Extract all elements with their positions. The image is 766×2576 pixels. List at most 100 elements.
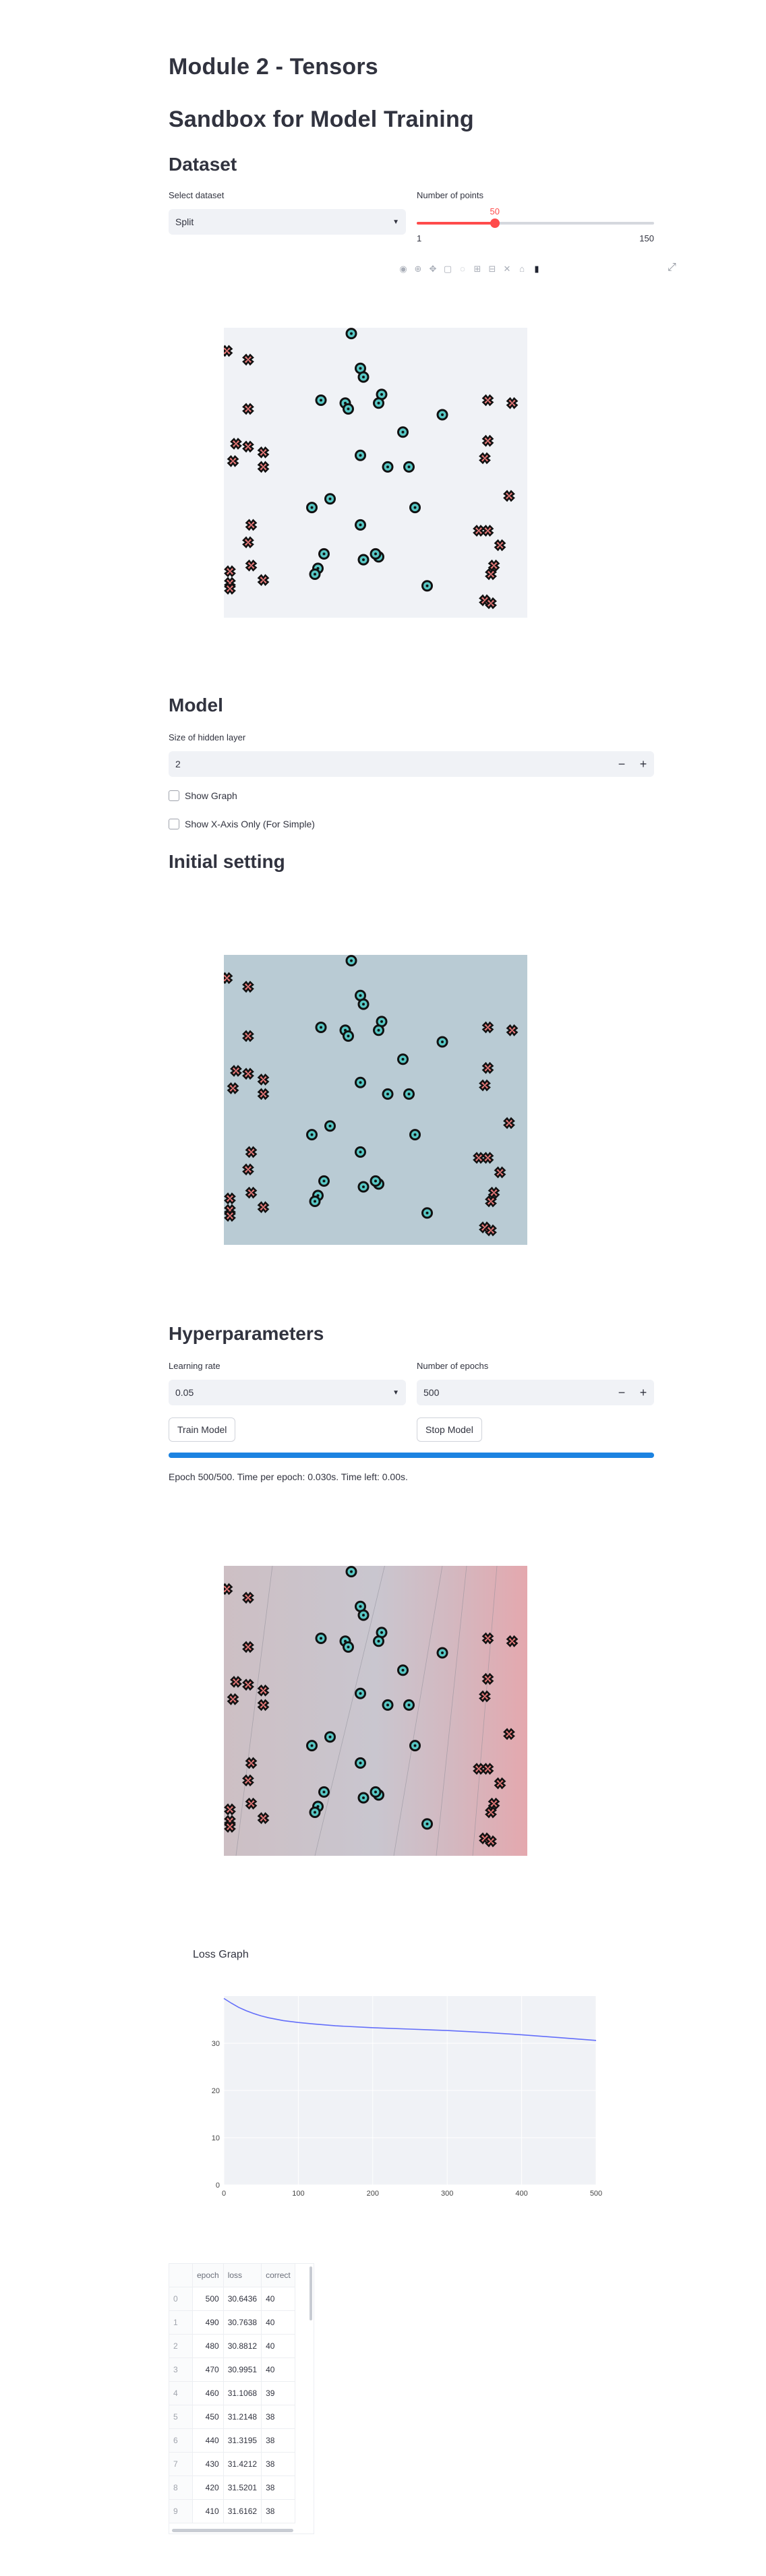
lasso-icon[interactable]: ◌ [460,264,465,274]
point-center [362,1614,365,1617]
class-0-point [479,1079,491,1092]
table-row[interactable]: 4 460 31.1068 39 [169,2381,295,2405]
loss-graph-title: Loss Graph [193,1949,249,1960]
autoscale-icon[interactable]: ✕ [503,264,511,274]
contour-line [314,1566,385,1856]
class-0-point [242,536,254,549]
contour-line [472,1566,498,1856]
class-0-point [245,559,258,572]
class-0-point [488,559,500,572]
class-0-point [481,1672,494,1685]
row-index: 9 [169,2499,193,2523]
class-0-point [506,1635,519,1647]
table-row[interactable]: 1 490 30.7638 40 [169,2310,295,2335]
camera-icon[interactable]: ◉ [399,264,407,274]
reset-axes-icon[interactable]: ⌂ [519,264,525,274]
zoom-out-icon[interactable]: ⊟ [488,264,496,274]
row-index: 2 [169,2334,193,2358]
learning-rate-select[interactable]: 0.05 ▼ [169,1380,406,1405]
table-row[interactable]: 2 480 30.8812 40 [169,2334,295,2358]
column-header-epoch[interactable]: epoch [192,2264,224,2287]
box-select-icon[interactable]: ▢ [443,264,452,274]
class-0-point [224,1210,236,1222]
class-0-point [224,583,236,595]
fullscreen-icon[interactable]: ⤢ [668,262,676,273]
cell-loss: 30.9951 [223,2358,262,2382]
class-0-point [494,1777,506,1790]
slider-thumb[interactable] [490,218,500,228]
epochs-input[interactable]: 500 − + [417,1380,654,1405]
epochs-decrement-button[interactable]: − [618,1385,626,1399]
pan-icon[interactable]: ✥ [429,264,437,274]
point-center [310,1744,314,1747]
hidden-layer-value: 2 [175,759,181,769]
point-center [401,1057,405,1061]
class-0-point [481,434,494,447]
table-row[interactable]: 7 430 31.4212 38 [169,2452,295,2476]
horizontal-scrollbar[interactable] [172,2529,293,2532]
class-0-point [242,1591,254,1604]
dataset-select[interactable]: Split ▼ [169,209,406,235]
column-header-correct[interactable]: correct [261,2264,295,2287]
training-log-table[interactable]: epoch loss correct 0 500 30.6436 40 1 490 30.763… [169,2263,314,2534]
hidden-layer-input[interactable]: 2 − + [169,751,654,777]
class-0-point [257,574,270,587]
class-0-point [242,1678,254,1691]
table-row[interactable]: 8 420 31.5201 38 [169,2476,295,2500]
trained-model-plot[interactable] [224,1566,527,1856]
epochs-increment-button[interactable]: + [639,1385,647,1399]
slider-min-label: 1 [417,233,422,243]
show-graph-checkbox[interactable]: Show Graph [169,790,237,801]
x-tick-label: 300 [441,2190,453,2198]
point-center [413,1744,417,1747]
plotly-logo-icon[interactable]: ▮ [534,264,539,274]
column-header-loss[interactable]: loss [223,2264,262,2287]
checkbox-box[interactable] [169,819,179,829]
point-center [310,506,314,509]
zoom-in-icon[interactable]: ⊞ [473,264,481,274]
checkbox-box[interactable] [169,790,179,801]
point-center [377,401,380,405]
row-index: 6 [169,2428,193,2453]
table-row[interactable]: 0 500 30.6436 40 [169,2287,295,2311]
class-0-point [242,1067,254,1080]
zoom-icon[interactable]: ⊕ [414,264,422,274]
stop-model-button[interactable]: Stop Model [417,1417,482,1442]
table-row[interactable]: 9 410 31.6162 38 [169,2499,295,2523]
row-index: 1 [169,2310,193,2335]
class-0-point [485,1224,497,1237]
class-0-point [485,568,497,581]
initial-setting-plot[interactable] [224,955,527,1245]
cell-loss: 31.1068 [223,2381,262,2405]
class-0-point [242,980,254,993]
section-title-sandbox: Sandbox for Model Training [169,107,474,132]
hidden-layer-increment-button[interactable]: + [639,757,647,771]
table-row[interactable]: 3 470 30.9951 40 [169,2358,295,2382]
learning-rate-value: 0.05 [175,1387,194,1398]
class-0-point [242,1163,254,1176]
hidden-layer-decrement-button[interactable]: − [618,757,626,771]
x-tick-label: 500 [590,2190,602,2198]
loss-line-chart[interactable]: 0 100 200 300 400 500 0 10 20 30 [202,1989,607,2205]
class-0-point [494,1166,506,1179]
class-0-point [488,1186,500,1199]
y-tick-label: 30 [212,2040,220,2048]
class-0-point [230,1065,242,1077]
table-row[interactable]: 6 440 31.3195 38 [169,2428,295,2453]
class-0-point [481,394,494,407]
train-model-button[interactable]: Train Model [169,1417,236,1442]
cell-epoch: 440 [192,2428,224,2453]
number-of-points-slider[interactable]: 50 1 150 [417,204,654,244]
vertical-scrollbar[interactable] [310,2266,312,2320]
point-center [374,1179,377,1183]
table-row[interactable]: 5 450 31.2148 38 [169,2405,295,2429]
class-0-point [230,438,242,450]
dataset-scatter-plot[interactable] [224,328,527,618]
class-0-point [224,345,233,357]
class-0-point [242,353,254,366]
x-tick-label: 0 [222,2190,226,2198]
show-x-axis-checkbox[interactable]: Show X-Axis Only (For Simple) [169,819,315,829]
class-0-point [245,1146,258,1159]
class-0-point [245,519,258,531]
point-center [362,1796,365,1799]
